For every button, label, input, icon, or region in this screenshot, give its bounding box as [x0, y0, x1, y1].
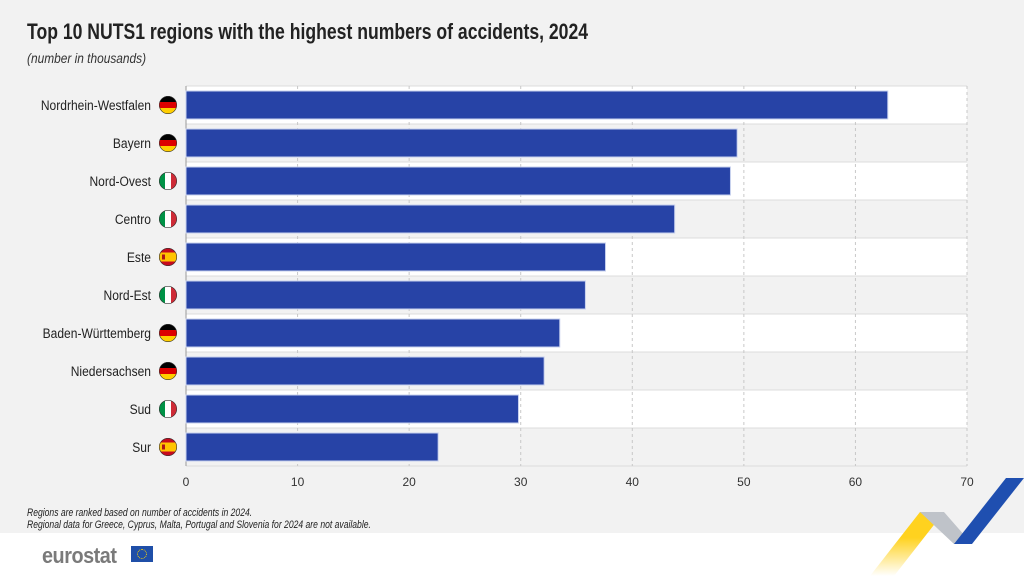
x-tick-label: 30: [514, 475, 528, 489]
x-tick-label: 0: [183, 475, 190, 489]
bar: [185, 90, 889, 120]
flag-stripe: [159, 324, 177, 330]
x-tick-label: 50: [737, 475, 751, 489]
flag-stripe: [159, 172, 165, 190]
flag-stripe: [159, 96, 177, 102]
footnote-1: Regions are ranked based on number of ac…: [27, 507, 253, 519]
germany-flag-icon: [159, 362, 177, 380]
flag-stripe: [159, 330, 177, 336]
category-label: Nordrhein-Westfalen: [41, 97, 151, 113]
flag-stripe: [159, 146, 177, 152]
spain-flag-icon: [159, 248, 177, 266]
flag-emblem: [162, 254, 165, 260]
flag-stripe: [159, 400, 165, 418]
bar: [185, 432, 439, 462]
x-tick-label: 60: [849, 475, 863, 489]
bar: [185, 356, 545, 386]
italy-flag-icon: [159, 172, 177, 190]
germany-flag-icon: [159, 96, 177, 114]
flag-stripe: [159, 374, 177, 380]
flag-stripe: [159, 286, 165, 304]
flag-stripe: [159, 102, 177, 108]
bar: [185, 318, 561, 348]
flag-stripe: [159, 368, 177, 374]
bar: [185, 280, 586, 310]
bar: [185, 128, 738, 158]
germany-flag-icon: [159, 134, 177, 152]
spain-flag-icon: [159, 438, 177, 456]
category-label: Niedersachsen: [71, 363, 151, 379]
bar-chart: 0 10 20 30 40 50 60 70 Nordrhein-Westfalen Bayern…: [41, 85, 974, 489]
flag-stripe: [159, 252, 177, 262]
category-label: Nord-Ovest: [89, 173, 151, 189]
flag-stripe: [159, 134, 177, 140]
italy-flag-icon: [159, 286, 177, 304]
x-tick-label: 70: [960, 475, 974, 489]
category-label: Baden-Württemberg: [43, 325, 151, 341]
flag-stripe: [165, 400, 171, 418]
flag-emblem: [162, 444, 165, 450]
flag-stripe: [159, 140, 177, 146]
bar: [185, 242, 607, 272]
eu-flag-icon: [131, 546, 153, 562]
chart-subtitle: (number in thousands): [27, 50, 147, 66]
footnote-2: Regional data for Greece, Cyprus, Malta,…: [27, 519, 371, 531]
flag-stripe: [171, 172, 177, 190]
flag-stripe: [171, 286, 177, 304]
flag-stripe: [171, 210, 177, 228]
category-label: Nord-Est: [104, 287, 152, 303]
x-tick-label: 20: [402, 475, 416, 489]
flag-stripe: [165, 210, 171, 228]
x-tick-label: 10: [291, 475, 305, 489]
category-label: Centro: [115, 211, 151, 227]
flag-stripe: [165, 286, 171, 304]
italy-flag-icon: [159, 400, 177, 418]
flag-stripe: [159, 442, 177, 452]
bar: [185, 166, 731, 196]
bar: [185, 204, 676, 234]
flag-stripe: [165, 172, 171, 190]
chart-title: Top 10 NUTS1 regions with the highest nu…: [27, 19, 589, 44]
eurostat-logo: eurostat: [42, 543, 117, 568]
flag-stripe: [159, 210, 165, 228]
flag-stripe: [159, 362, 177, 368]
flag-stripe: [159, 336, 177, 342]
bar: [185, 394, 519, 424]
eurostat-ribbon-decoration: [870, 478, 1024, 576]
category-label: Bayern: [113, 135, 151, 151]
category-label: Sur: [132, 439, 151, 455]
italy-flag-icon: [159, 210, 177, 228]
flag-stripe: [159, 108, 177, 114]
flag-stripe: [171, 400, 177, 418]
category-label: Sud: [130, 401, 151, 417]
germany-flag-icon: [159, 324, 177, 342]
x-tick-label: 40: [626, 475, 640, 489]
category-label: Este: [127, 249, 151, 265]
